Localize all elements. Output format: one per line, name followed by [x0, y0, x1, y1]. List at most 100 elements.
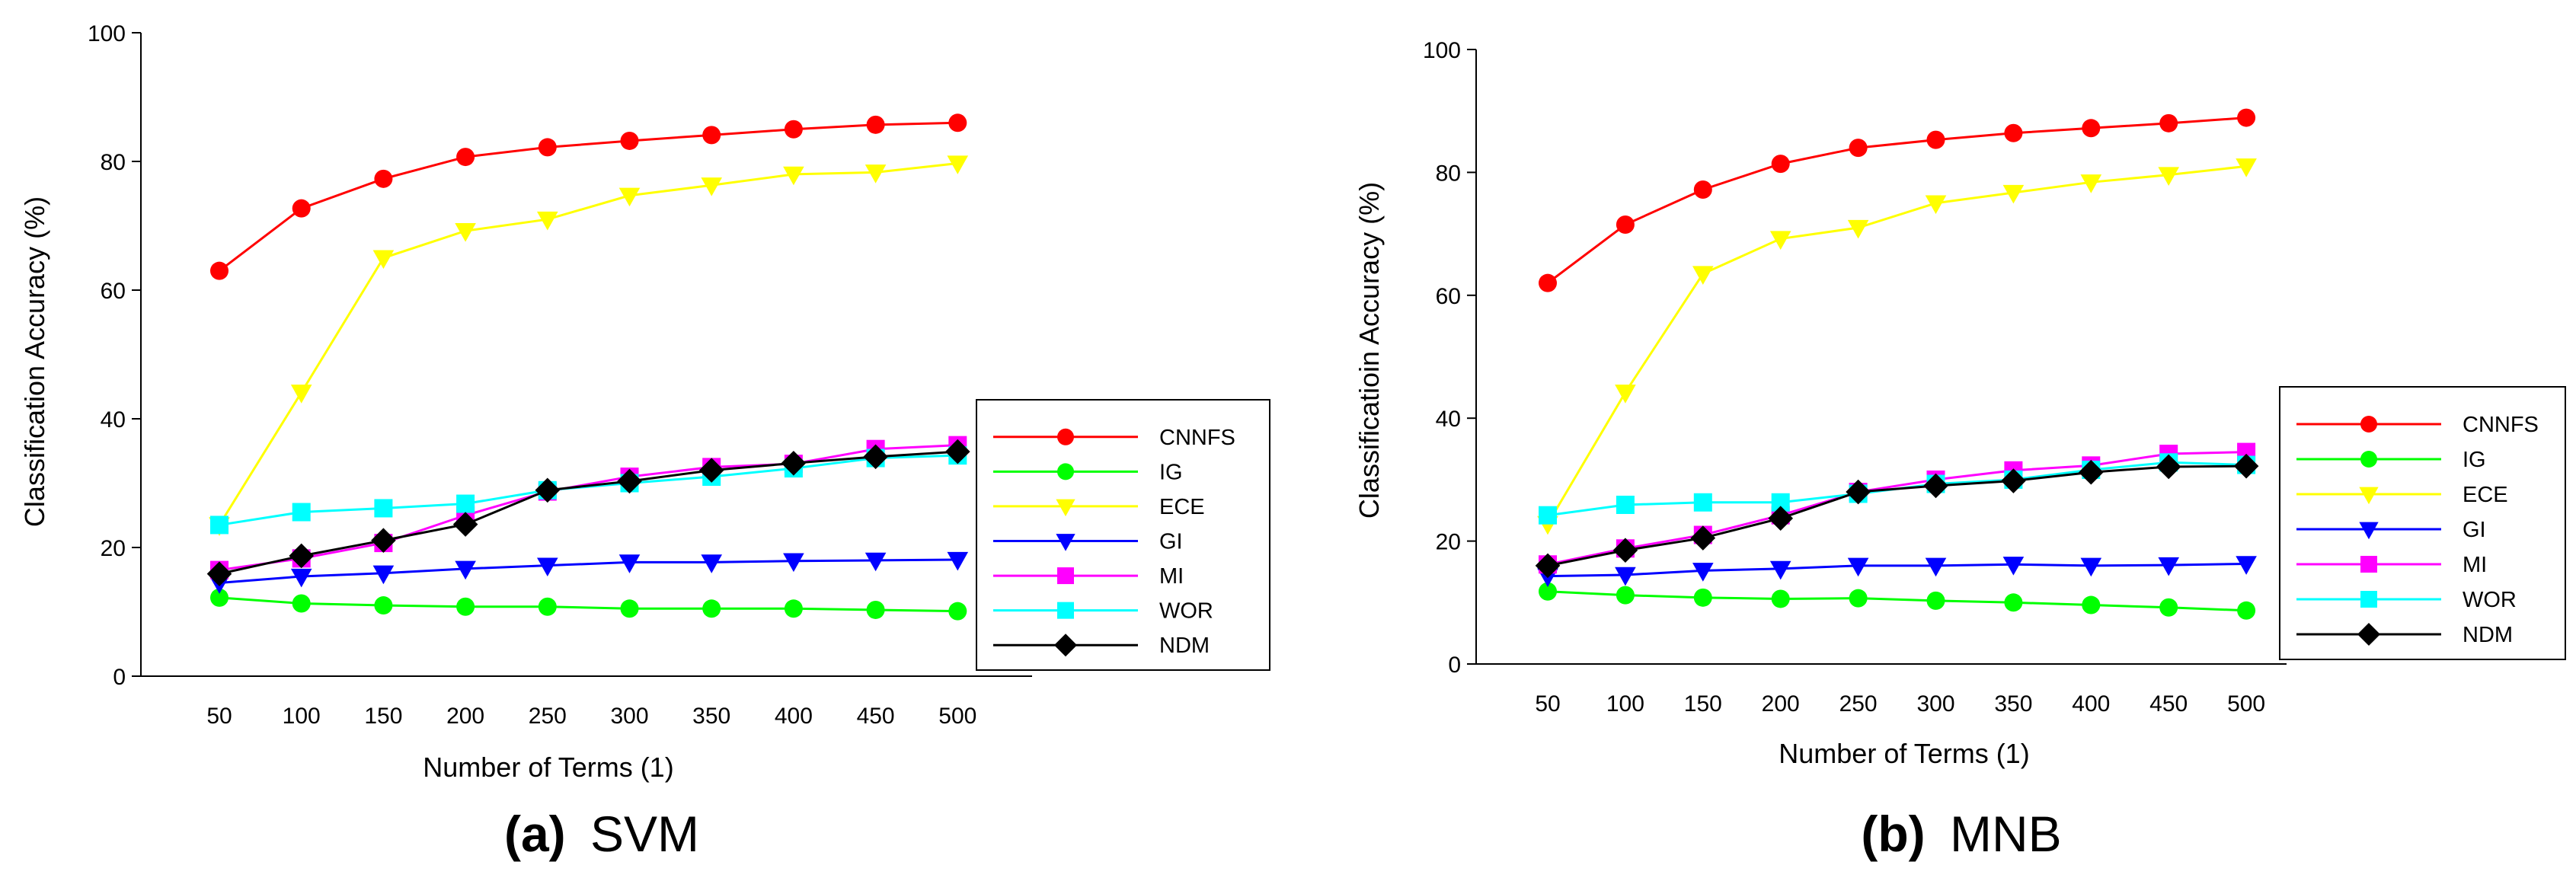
data-point [866, 600, 885, 619]
legend-marker [2359, 487, 2379, 505]
data-point [2236, 556, 2257, 575]
data-point [784, 599, 803, 618]
series-group [1535, 108, 2259, 620]
x-tick-label: 200 [446, 704, 484, 729]
caption-letter: (a) [504, 806, 566, 862]
legend-box [976, 399, 1270, 671]
legend-marker [2360, 416, 2377, 433]
data-point [2078, 459, 2104, 485]
data-point [2236, 158, 2257, 177]
y-tick-label: 80 [1436, 161, 1461, 186]
data-point [2158, 167, 2179, 187]
data-point [702, 599, 721, 618]
data-point [944, 439, 970, 464]
legend-marker [1057, 567, 1074, 585]
series-line [219, 596, 958, 613]
legend-label: MI [2463, 553, 2487, 577]
series-line [219, 450, 958, 576]
series-line [219, 121, 958, 272]
legend: CNNFS IG ECE GI MI WOR NDM [2279, 386, 2566, 660]
data-point [1925, 195, 1947, 215]
legend-label: WOR [1159, 599, 1213, 624]
legend-box [2279, 386, 2566, 660]
x-tick-label: 50 [1535, 691, 1560, 717]
data-point [456, 597, 475, 616]
x-tick-label: 450 [2149, 691, 2188, 717]
y-tick-label: 100 [88, 21, 126, 46]
series-line [1547, 451, 2247, 566]
legend-label: MI [1159, 564, 1184, 589]
data-point [290, 568, 312, 588]
data-point [2237, 601, 2256, 620]
y-tick-label: 40 [101, 407, 126, 433]
data-point [698, 458, 724, 483]
x-tick-label: 150 [364, 704, 402, 729]
data-point [781, 450, 807, 476]
series-line [218, 162, 958, 526]
data-point [1925, 557, 1947, 577]
series-ig [210, 588, 967, 621]
legend-marker [1056, 534, 1075, 551]
data-point [1926, 591, 1945, 610]
x-tick-label: 250 [529, 704, 567, 729]
legend-label: GI [2463, 518, 2486, 542]
series-line [1547, 464, 2247, 567]
y-tick-label: 20 [1436, 530, 1461, 555]
x-tick-label: 400 [2072, 691, 2110, 717]
x-tick-label: 350 [1994, 691, 2032, 717]
y-tick-label: 20 [101, 536, 126, 561]
y-axis-label: Classificatioin Accuracy (%) [1354, 182, 1385, 519]
data-point [1539, 582, 1557, 601]
legend-label: NDM [1159, 634, 1210, 658]
data-point [947, 155, 969, 174]
legend-marker [1057, 463, 1074, 480]
data-point [2158, 557, 2179, 576]
data-point [456, 148, 475, 167]
data-point [2004, 123, 2023, 142]
data-point [292, 594, 311, 613]
legend-label: NDM [2463, 623, 2513, 647]
data-point [210, 516, 229, 535]
series-line [219, 454, 958, 526]
x-tick-label: 250 [1839, 691, 1878, 717]
data-point [784, 120, 803, 139]
x-tick-label: 300 [1916, 691, 1954, 717]
legend-marker [2360, 591, 2377, 608]
data-point [1615, 567, 1636, 586]
data-point [783, 553, 804, 573]
data-point [783, 166, 804, 186]
data-point [371, 528, 396, 554]
legend-entry: CNNFS [2296, 413, 2539, 437]
legend-label: CNNFS [2463, 413, 2539, 437]
legend-entry: NDM [993, 634, 1210, 658]
x-tick-label: 300 [610, 704, 648, 729]
data-point [1693, 180, 1712, 199]
data-point [2080, 174, 2102, 193]
y-axis-ticks: 0 20 40 60 80 100 [88, 21, 141, 690]
legend-label: IG [1159, 460, 1183, 484]
y-tick-label: 60 [101, 279, 126, 304]
data-point [617, 468, 642, 494]
data-point [455, 560, 476, 580]
data-point [701, 554, 722, 573]
y-tick-label: 0 [113, 665, 126, 690]
data-point [1769, 560, 1791, 580]
series-line [1546, 164, 2247, 525]
legend-entry: GI [2296, 518, 2486, 542]
data-point [1923, 473, 1948, 499]
data-point [1690, 525, 1716, 551]
series-ece [1537, 158, 2257, 535]
data-point [374, 169, 393, 188]
y-tick-label: 60 [1436, 284, 1461, 309]
data-point [1616, 586, 1635, 605]
data-point [866, 115, 885, 134]
legend-marker [2360, 451, 2377, 468]
legend-entry: GI [993, 530, 1183, 554]
data-point [618, 187, 641, 207]
data-point [289, 543, 315, 569]
data-point [538, 138, 557, 157]
data-point [2002, 557, 2025, 576]
series-ndm [1535, 453, 2259, 579]
data-point [1616, 215, 1635, 234]
